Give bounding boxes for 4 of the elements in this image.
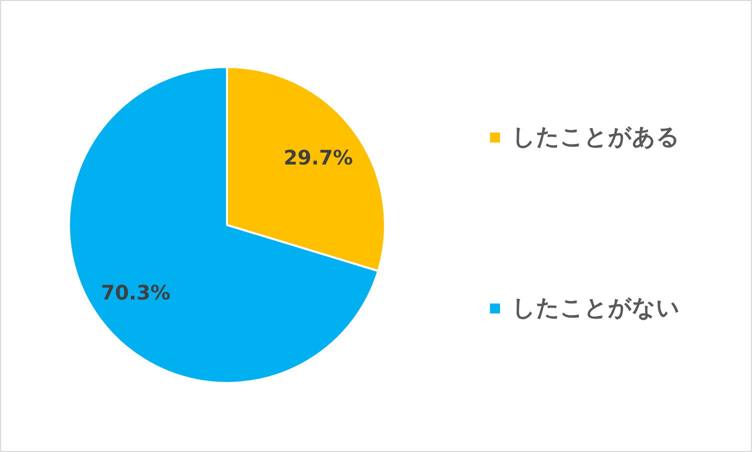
- data-label: 70.3%: [101, 280, 170, 305]
- legend-label: したことがない: [512, 296, 680, 322]
- data-label: 29.7%: [284, 145, 353, 170]
- legend-label: したことがある: [512, 124, 680, 150]
